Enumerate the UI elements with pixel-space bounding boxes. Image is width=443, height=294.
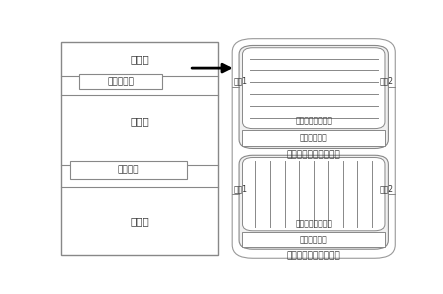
Text: 方形边框电感: 方形边框电感 — [300, 235, 328, 244]
Text: 横向叉指电容谐振结构: 横向叉指电容谐振结构 — [287, 151, 341, 160]
Text: 纵向叉指电容谐振结构: 纵向叉指电容谐振结构 — [287, 251, 341, 260]
Text: 端口1: 端口1 — [234, 77, 248, 86]
Text: 端口2: 端口2 — [380, 77, 393, 86]
Bar — [79, 74, 162, 89]
Text: 地金属层: 地金属层 — [118, 165, 139, 174]
Bar — [61, 42, 218, 255]
FancyBboxPatch shape — [242, 48, 385, 128]
Text: 端口2: 端口2 — [380, 184, 393, 193]
Text: 方形边框电感: 方形边框电感 — [300, 133, 328, 143]
Bar — [70, 161, 187, 178]
FancyBboxPatch shape — [242, 158, 385, 231]
Text: 衬底层: 衬底层 — [130, 216, 149, 226]
Text: 钝化层: 钝化层 — [130, 54, 149, 64]
Text: 横向共面叉指电容: 横向共面叉指电容 — [295, 116, 332, 125]
FancyBboxPatch shape — [232, 39, 395, 258]
Text: 纵向共面叉指电容: 纵向共面叉指电容 — [295, 219, 332, 228]
Bar — [242, 232, 385, 247]
Text: 顶层金属层: 顶层金属层 — [107, 77, 134, 86]
Text: 端口1: 端口1 — [234, 184, 248, 193]
FancyBboxPatch shape — [239, 155, 389, 249]
Text: 氧化层: 氧化层 — [130, 116, 149, 126]
Bar — [242, 130, 385, 146]
FancyBboxPatch shape — [239, 46, 389, 148]
